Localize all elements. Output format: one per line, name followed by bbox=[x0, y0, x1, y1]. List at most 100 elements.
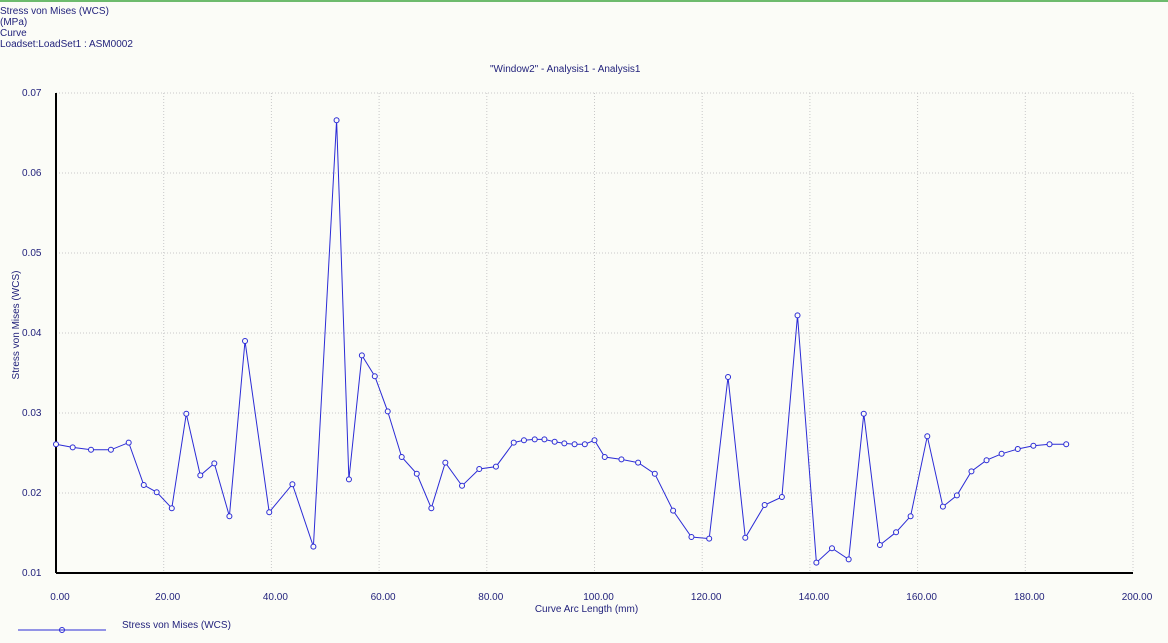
data-point bbox=[197, 472, 204, 479]
x-tick-label: 60.00 bbox=[371, 592, 396, 603]
data-point bbox=[371, 373, 378, 380]
data-point bbox=[1046, 441, 1053, 448]
y-tick-label: 0.06 bbox=[22, 168, 42, 179]
data-point bbox=[345, 476, 352, 483]
y-tick-label: 0.07 bbox=[22, 88, 42, 99]
x-tick-label: 120.00 bbox=[691, 592, 722, 603]
data-point bbox=[618, 456, 625, 463]
header-units: (MPa) bbox=[0, 17, 28, 28]
data-point bbox=[88, 446, 95, 453]
data-point bbox=[998, 450, 1005, 457]
data-point bbox=[428, 505, 435, 512]
data-point bbox=[635, 459, 642, 466]
data-point bbox=[845, 556, 852, 563]
data-point bbox=[531, 436, 538, 443]
y-axis-label: Stress von Mises (WCS) bbox=[11, 271, 22, 380]
x-tick-label: 80.00 bbox=[478, 592, 503, 603]
data-point bbox=[266, 509, 273, 516]
data-point bbox=[384, 408, 391, 415]
data-point bbox=[893, 529, 900, 536]
data-point bbox=[924, 433, 931, 440]
legend: Stress von Mises (WCS) bbox=[18, 620, 231, 638]
data-point bbox=[125, 439, 132, 446]
chart-title: "Window2" - Analysis1 - Analysis1 bbox=[490, 64, 641, 75]
data-point bbox=[706, 535, 713, 542]
data-point bbox=[561, 440, 568, 447]
data-point bbox=[939, 503, 946, 510]
data-point bbox=[476, 466, 483, 472]
y-tick-label: 0.03 bbox=[22, 408, 42, 419]
data-point bbox=[442, 459, 449, 466]
data-point bbox=[651, 470, 658, 477]
data-point bbox=[876, 542, 883, 548]
data-point bbox=[183, 410, 190, 417]
data-point bbox=[907, 513, 914, 520]
data-point bbox=[983, 457, 990, 464]
legend-line-marker bbox=[18, 627, 106, 633]
header-plot-type: Curve bbox=[0, 28, 27, 39]
data-point bbox=[670, 507, 677, 514]
data-point bbox=[1063, 441, 1070, 448]
data-point bbox=[492, 463, 499, 470]
data-point bbox=[153, 489, 160, 496]
data-point bbox=[591, 437, 598, 444]
data-point bbox=[310, 543, 317, 550]
data-point bbox=[358, 352, 365, 359]
plot-header: Stress von Mises (WCS) (MPa) Curve Loads… bbox=[0, 6, 133, 50]
data-point bbox=[510, 439, 517, 446]
data-point bbox=[794, 312, 801, 319]
x-tick-label: 200.00 bbox=[1122, 592, 1153, 603]
y-tick-label: 0.04 bbox=[22, 328, 42, 339]
data-point bbox=[289, 481, 296, 488]
data-point bbox=[742, 534, 749, 541]
x-tick-label: 0.00 bbox=[50, 592, 70, 603]
data-point bbox=[968, 468, 975, 475]
x-tick-label: 160.00 bbox=[906, 592, 937, 603]
y-tick-label: 0.02 bbox=[22, 488, 42, 499]
data-point bbox=[541, 436, 548, 443]
series-group bbox=[53, 117, 1070, 566]
data-point bbox=[813, 559, 820, 566]
header-loadset: Loadset:LoadSet1 : ASM0002 bbox=[0, 39, 133, 50]
series-line bbox=[55, 120, 1067, 564]
data-point bbox=[69, 444, 76, 451]
data-point bbox=[551, 438, 558, 445]
data-point bbox=[226, 513, 233, 520]
data-point bbox=[520, 437, 527, 444]
data-point bbox=[828, 545, 835, 552]
data-point bbox=[953, 492, 960, 499]
x-tick-label: 40.00 bbox=[263, 592, 288, 603]
data-point bbox=[571, 441, 578, 448]
data-point bbox=[761, 502, 768, 508]
data-point bbox=[107, 446, 114, 453]
top-border bbox=[0, 0, 1168, 2]
data-point bbox=[413, 470, 420, 477]
data-point bbox=[140, 482, 147, 488]
data-point bbox=[601, 454, 608, 460]
data-point bbox=[242, 338, 249, 344]
data-point bbox=[581, 441, 588, 448]
y-tick-label: 0.01 bbox=[22, 568, 42, 579]
line-chart: 0.00 20.00 40.00 60.00 80.00 100.00 120.00 140.… bbox=[11, 88, 1153, 615]
tick-labels: 0.00 20.00 40.00 60.00 80.00 100.00 120.00 140.… bbox=[22, 88, 1153, 603]
y-tick-label: 0.05 bbox=[22, 248, 42, 259]
data-point bbox=[688, 534, 695, 540]
data-point bbox=[333, 117, 340, 124]
grid bbox=[56, 92, 1134, 573]
x-tick-label: 20.00 bbox=[155, 592, 180, 603]
data-point bbox=[459, 482, 466, 489]
x-tick-label: 140.00 bbox=[799, 592, 830, 603]
data-point bbox=[53, 441, 59, 448]
x-tick-label: 180.00 bbox=[1014, 592, 1045, 603]
data-point bbox=[860, 410, 867, 417]
x-tick-label: 100.00 bbox=[583, 592, 614, 603]
legend-label: Stress von Mises (WCS) bbox=[122, 620, 231, 631]
data-point bbox=[778, 494, 785, 500]
data-point bbox=[168, 505, 175, 512]
data-point bbox=[725, 374, 732, 380]
axes bbox=[55, 93, 1133, 574]
data-point bbox=[211, 460, 218, 467]
header-quantity: Stress von Mises (WCS) bbox=[0, 6, 109, 17]
data-point bbox=[1030, 442, 1037, 449]
x-axis-label: Curve Arc Length (mm) bbox=[535, 604, 638, 615]
